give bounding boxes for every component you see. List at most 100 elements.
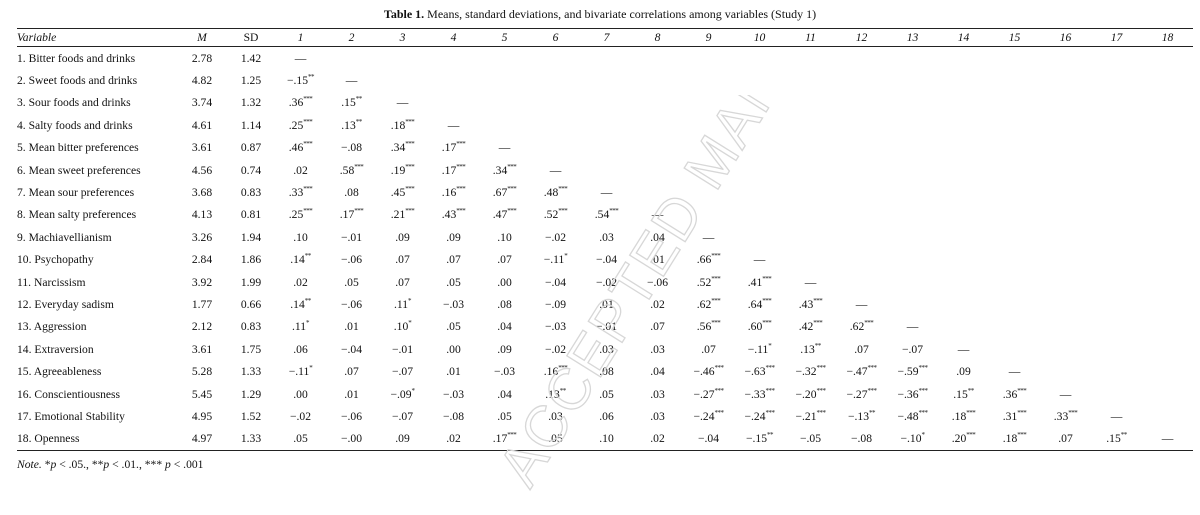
correlation-cell: .07 bbox=[1040, 427, 1091, 452]
correlation-cell bbox=[938, 92, 989, 114]
table-row: 9. Machiavellianism 3.26 1.94 .10 −.01 .09 .09… bbox=[17, 226, 1193, 248]
significance-marker: *** bbox=[303, 140, 313, 149]
significance-marker: *** bbox=[1068, 408, 1078, 417]
correlation-value: .20 bbox=[951, 432, 967, 446]
correlation-value: .07 bbox=[1058, 432, 1073, 446]
correlation-value: −.27 bbox=[693, 387, 715, 401]
sd-cell: 1.32 bbox=[240, 96, 262, 110]
correlation-value: .01 bbox=[344, 387, 359, 401]
correlation-value: .03 bbox=[599, 342, 614, 356]
correlation-value: −.46 bbox=[693, 365, 715, 379]
correlation-cell bbox=[1142, 114, 1193, 136]
correlation-cell bbox=[1142, 405, 1193, 427]
significance-marker: *** bbox=[711, 252, 721, 261]
table-title-text: Means, standard deviations, and bivariat… bbox=[427, 7, 817, 21]
note-p3-star: *** bbox=[144, 458, 163, 471]
correlation-value: .05 bbox=[548, 432, 563, 446]
significance-marker: *** bbox=[558, 364, 568, 373]
diagonal-dash: — bbox=[447, 118, 460, 132]
table-note: Note. *p < .05., **p < .01., *** p < .00… bbox=[17, 458, 203, 471]
correlation-value: .04 bbox=[650, 365, 665, 379]
significance-marker: *** bbox=[456, 207, 466, 216]
correlation-value: .15 bbox=[341, 96, 356, 110]
correlation-cell: .18*** bbox=[989, 427, 1040, 452]
correlation-cell bbox=[836, 137, 887, 159]
correlation-cell bbox=[1091, 383, 1142, 405]
correlation-cell: .16*** bbox=[428, 181, 479, 203]
correlation-cell: .25*** bbox=[275, 114, 326, 136]
diagonal-dash: — bbox=[1008, 365, 1021, 379]
correlation-value: .00 bbox=[497, 275, 512, 289]
correlation-value: .03 bbox=[548, 409, 563, 423]
variable-name: 5. Mean bitter preferences bbox=[17, 141, 139, 155]
correlation-cell bbox=[1040, 271, 1091, 293]
diagonal-dash: — bbox=[294, 51, 307, 65]
variable-name: 10. Psychopathy bbox=[17, 253, 94, 267]
note-lead: Note. bbox=[17, 458, 42, 471]
correlation-value: .03 bbox=[650, 342, 665, 356]
correlation-cell: −.07 bbox=[377, 405, 428, 427]
correlation-cell bbox=[1142, 338, 1193, 360]
correlation-cell: .08 bbox=[479, 293, 530, 315]
correlation-value: −.11 bbox=[288, 365, 310, 379]
correlation-cell bbox=[938, 181, 989, 203]
correlation-cell: .47*** bbox=[479, 204, 530, 226]
header-col: 16 bbox=[1040, 28, 1091, 47]
correlation-cell bbox=[734, 47, 785, 70]
table-row: 8. Mean salty preferences 4.13 0.81.25***.… bbox=[17, 204, 1193, 226]
correlation-cell: −.11* bbox=[275, 360, 326, 382]
table-row: 6. Mean sweet preferences 4.56 0.74.02.58*… bbox=[17, 159, 1193, 181]
correlation-cell bbox=[581, 92, 632, 114]
correlation-value: .06 bbox=[599, 409, 614, 423]
correlation-cell: .18*** bbox=[938, 405, 989, 427]
correlation-cell bbox=[530, 137, 581, 159]
correlation-cell: .52*** bbox=[683, 271, 734, 293]
significance-marker: *** bbox=[456, 162, 466, 171]
correlation-value: −.36 bbox=[897, 387, 919, 401]
correlation-cell bbox=[938, 271, 989, 293]
note-p3-text: < .001 bbox=[170, 458, 204, 471]
correlation-cell bbox=[530, 92, 581, 114]
correlation-value: .62 bbox=[696, 297, 712, 311]
header-col: 3 bbox=[377, 28, 428, 47]
significance-marker: *** bbox=[918, 386, 929, 395]
correlation-cell bbox=[1040, 114, 1091, 136]
correlation-value: .66 bbox=[696, 253, 712, 267]
correlation-cell bbox=[530, 69, 581, 91]
sd-cell: 0.83 bbox=[240, 186, 262, 200]
correlation-value: .47 bbox=[492, 208, 508, 222]
significance-marker: * bbox=[408, 296, 412, 305]
correlation-value: .10 bbox=[599, 432, 614, 446]
correlation-cell: −.32*** bbox=[785, 360, 836, 382]
variable-name: 3. Sour foods and drinks bbox=[17, 96, 131, 110]
mean-cell: 4.13 bbox=[191, 208, 213, 222]
correlation-cell: .00 bbox=[275, 383, 326, 405]
correlation-cell bbox=[1091, 249, 1142, 271]
correlation-value: .01 bbox=[446, 365, 461, 379]
mean-cell: 4.56 bbox=[191, 163, 213, 177]
mean-cell: 3.68 bbox=[191, 186, 213, 200]
correlation-cell: .54*** bbox=[581, 204, 632, 226]
correlation-value: .13 bbox=[545, 387, 560, 401]
significance-marker: *** bbox=[405, 140, 415, 149]
correlation-value: .14 bbox=[290, 297, 305, 311]
correlation-value: −.48 bbox=[897, 409, 919, 423]
correlation-value: .10 bbox=[497, 230, 512, 244]
correlation-cell bbox=[938, 316, 989, 338]
correlation-value: .15 bbox=[1106, 432, 1121, 446]
correlation-cell: −.20*** bbox=[785, 383, 836, 405]
correlation-value: .15 bbox=[953, 387, 968, 401]
correlation-cell: −.01 bbox=[581, 316, 632, 338]
correlation-cell bbox=[887, 47, 938, 70]
correlation-cell bbox=[938, 249, 989, 271]
sd-cell: 1.33 bbox=[227, 427, 275, 452]
correlation-cell bbox=[1040, 293, 1091, 315]
header-variable: Variable bbox=[17, 28, 177, 47]
correlation-cell: .34*** bbox=[377, 137, 428, 159]
correlation-cell: .05 bbox=[581, 383, 632, 405]
correlation-value: −.59 bbox=[897, 365, 919, 379]
correlation-cell bbox=[887, 159, 938, 181]
mean-cell: 5.45 bbox=[191, 387, 213, 401]
diagonal-dash: — bbox=[1142, 427, 1193, 452]
correlation-value: .01 bbox=[650, 253, 665, 267]
